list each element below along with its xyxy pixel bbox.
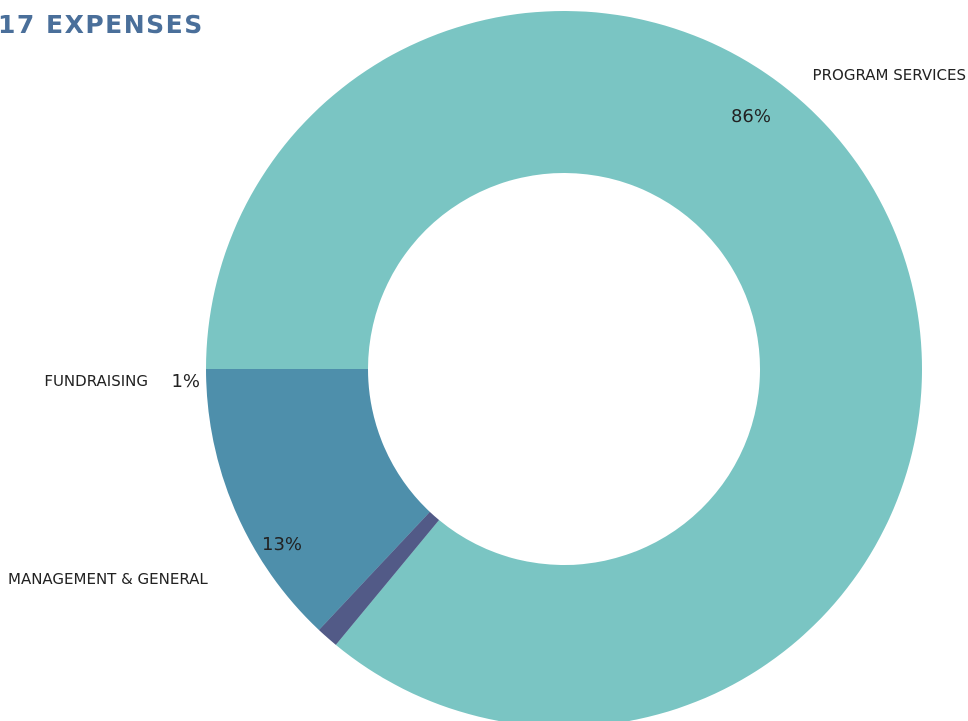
category-label-fundraising: FUNDRAISING bbox=[44, 372, 148, 390]
category-label-management-general: MANAGEMENT & GENERAL bbox=[8, 570, 208, 588]
percent-label-program-services: 86% bbox=[731, 106, 771, 127]
chart-title: 17 EXPENSES bbox=[0, 10, 204, 39]
percent-label-management-general: 13% bbox=[262, 534, 302, 555]
percent-label-fundraising: 1% bbox=[171, 371, 200, 392]
slice-fundraising bbox=[318, 511, 440, 645]
category-label-program-services: PROGRAM SERVICES bbox=[813, 66, 966, 84]
donut-labels: PROGRAM SERVICES 86% FUNDRAISING 1% MANAGEME… bbox=[8, 66, 966, 588]
slice-management-general bbox=[206, 369, 430, 630]
donut-slices bbox=[206, 11, 922, 721]
slice-program-services bbox=[206, 11, 922, 721]
